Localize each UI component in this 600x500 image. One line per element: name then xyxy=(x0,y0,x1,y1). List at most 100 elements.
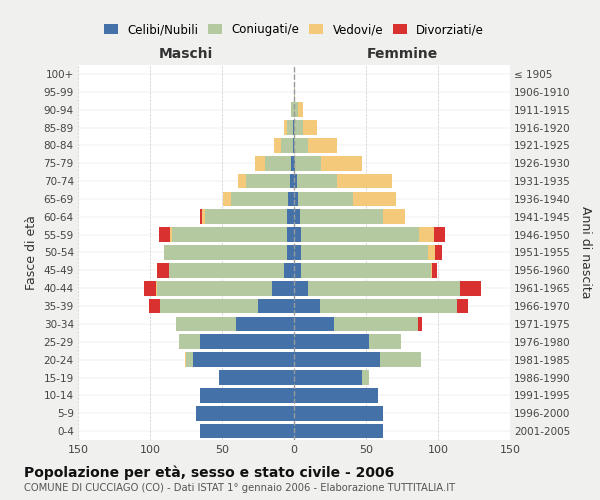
Bar xyxy=(294,352,380,367)
Bar xyxy=(287,120,293,135)
Bar xyxy=(196,406,294,420)
Bar xyxy=(294,156,295,170)
Bar xyxy=(294,370,362,385)
Bar xyxy=(205,210,287,224)
Bar xyxy=(219,370,294,385)
Text: COMUNE DI CUCCIAGO (CO) - Dati ISTAT 1° gennaio 2006 - Elaborazione TUTTITALIA.I: COMUNE DI CUCCIAGO (CO) - Dati ISTAT 1° … xyxy=(24,483,455,493)
Bar xyxy=(288,192,294,206)
Bar xyxy=(144,281,156,295)
Text: Femmine: Femmine xyxy=(367,46,437,60)
Bar xyxy=(435,245,442,260)
Bar xyxy=(294,334,369,349)
Bar xyxy=(301,263,431,278)
Bar xyxy=(460,281,481,295)
Bar xyxy=(200,424,294,438)
Bar xyxy=(432,263,437,278)
Bar xyxy=(185,352,186,367)
Bar xyxy=(308,281,460,295)
Bar xyxy=(186,352,193,367)
Bar xyxy=(294,210,300,224)
Bar xyxy=(223,192,230,206)
Text: Popolazione per età, sesso e stato civile - 2006: Popolazione per età, sesso e stato civil… xyxy=(24,465,394,479)
Bar xyxy=(301,245,428,260)
Bar xyxy=(176,316,236,331)
Bar xyxy=(457,298,468,314)
Bar xyxy=(294,406,383,420)
Bar xyxy=(284,263,294,278)
Bar xyxy=(160,298,258,314)
Bar xyxy=(294,174,297,188)
Bar xyxy=(274,138,281,152)
Bar xyxy=(287,245,294,260)
Bar xyxy=(164,245,287,260)
Bar xyxy=(297,174,337,188)
Bar xyxy=(294,388,377,402)
Bar xyxy=(294,138,308,152)
Bar xyxy=(247,174,290,188)
Bar xyxy=(322,156,362,170)
Bar xyxy=(236,316,294,331)
Bar xyxy=(419,228,434,242)
Bar xyxy=(431,263,432,278)
Bar xyxy=(294,192,298,206)
Bar xyxy=(298,192,353,206)
Bar xyxy=(170,228,172,242)
Bar xyxy=(281,138,293,152)
Bar xyxy=(294,245,301,260)
Bar xyxy=(380,352,421,367)
Bar xyxy=(158,228,170,242)
Bar xyxy=(353,192,396,206)
Bar xyxy=(308,138,337,152)
Y-axis label: Fasce di età: Fasce di età xyxy=(25,215,38,290)
Bar xyxy=(300,210,383,224)
Bar xyxy=(284,120,287,135)
Bar xyxy=(369,334,401,349)
Legend: Celibi/Nubili, Coniugati/e, Vedovi/e, Divorziati/e: Celibi/Nubili, Coniugati/e, Vedovi/e, Di… xyxy=(99,18,489,41)
Bar xyxy=(295,156,322,170)
Bar xyxy=(294,228,301,242)
Bar xyxy=(202,210,205,224)
Bar xyxy=(291,156,294,170)
Bar xyxy=(193,352,294,367)
Bar xyxy=(298,102,302,117)
Bar xyxy=(418,316,422,331)
Bar xyxy=(200,388,294,402)
Text: Maschi: Maschi xyxy=(159,46,213,60)
Y-axis label: Anni di nascita: Anni di nascita xyxy=(579,206,592,298)
Bar xyxy=(172,228,287,242)
Bar xyxy=(294,424,383,438)
Bar xyxy=(157,263,169,278)
Bar xyxy=(157,281,272,295)
Bar xyxy=(294,281,308,295)
Bar xyxy=(230,192,288,206)
Bar xyxy=(290,174,294,188)
Bar xyxy=(258,298,294,314)
Bar xyxy=(294,263,301,278)
Bar xyxy=(200,210,202,224)
Bar xyxy=(334,316,418,331)
Bar xyxy=(434,228,445,242)
Bar xyxy=(265,156,291,170)
Bar xyxy=(294,120,302,135)
Bar xyxy=(179,334,200,349)
Bar xyxy=(149,298,160,314)
Bar xyxy=(200,334,294,349)
Bar xyxy=(294,102,298,117)
Bar xyxy=(293,120,294,135)
Bar xyxy=(294,298,320,314)
Bar xyxy=(293,138,294,152)
Bar xyxy=(272,281,294,295)
Bar xyxy=(238,174,247,188)
Bar xyxy=(428,245,435,260)
Bar xyxy=(302,120,317,135)
Bar xyxy=(156,281,157,295)
Bar xyxy=(169,263,284,278)
Bar xyxy=(287,210,294,224)
Bar xyxy=(301,228,419,242)
Bar xyxy=(294,84,295,99)
Bar xyxy=(294,316,334,331)
Bar xyxy=(291,102,294,117)
Bar xyxy=(383,210,405,224)
Bar xyxy=(255,156,265,170)
Bar xyxy=(362,370,369,385)
